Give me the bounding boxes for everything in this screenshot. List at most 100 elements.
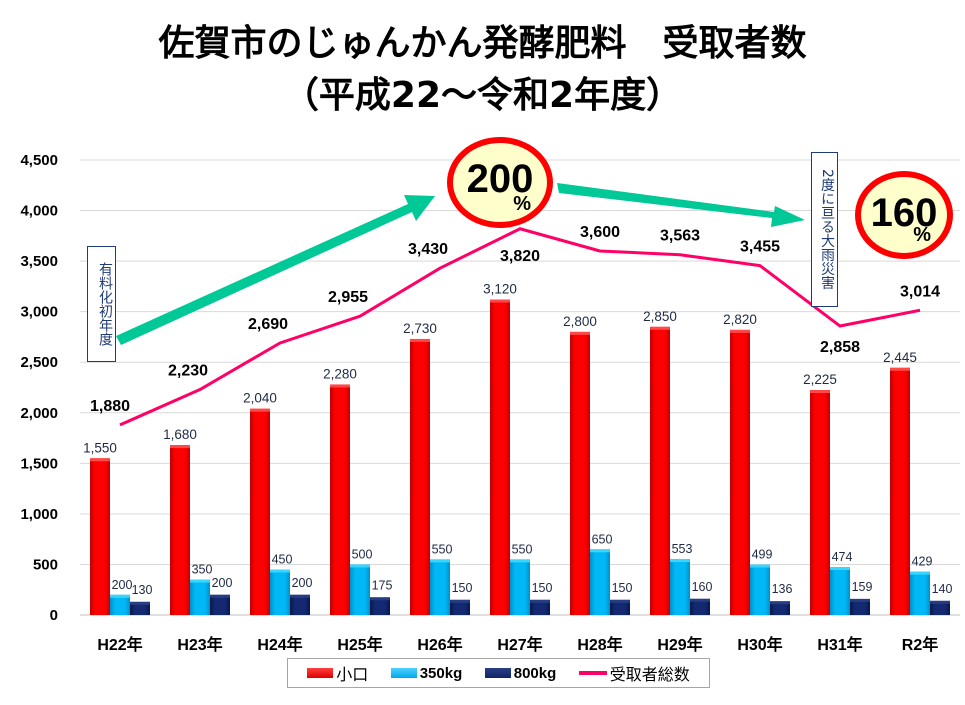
bar-small (170, 445, 190, 615)
x-tick-label: H23年 (177, 635, 222, 654)
bar-value-label: 136 (772, 582, 793, 596)
bar-350kg (750, 564, 770, 615)
bar-small (810, 390, 830, 615)
bar-value-label: 159 (852, 580, 873, 594)
bar-value-label: 474 (832, 550, 853, 564)
bar-350kg (350, 564, 370, 615)
bar-value-label: 150 (532, 581, 553, 595)
total-value-label: 3,455 (740, 239, 780, 256)
legend-item-small: 小口 (307, 661, 368, 685)
bar-800kg-cap (370, 597, 390, 601)
chart-subtitle: （平成22～令和2年度） (282, 75, 683, 116)
bar-800kg-cap (530, 599, 550, 603)
bar-small (490, 299, 510, 615)
bar-350kg (910, 571, 930, 615)
total-value-label: 3,820 (500, 248, 540, 265)
bar-value-label: 200 (212, 576, 233, 590)
bar-350kg-cap (110, 594, 130, 598)
bar-800kg-cap (930, 600, 950, 604)
bar-800kg-cap (450, 599, 470, 603)
bar-value-label: 160 (692, 580, 713, 594)
bar-small-cap (410, 338, 430, 342)
note-first-paid-year: 有料化初年度 (87, 246, 116, 362)
bar-350kg-cap (270, 569, 290, 573)
bar-small-cap (650, 326, 670, 330)
bar-small (330, 384, 350, 615)
total-value-label: 3,563 (660, 228, 700, 245)
bar-value-label: 2,445 (883, 350, 917, 365)
y-tick-label: 3,000 (20, 304, 58, 321)
bar-350kg (190, 579, 210, 615)
legend-item-800kg: 800kg (484, 664, 557, 682)
bar-small (90, 458, 110, 615)
bar-value-label: 429 (912, 555, 933, 569)
legend-swatch-navy-icon (484, 668, 511, 678)
bar-350kg (670, 559, 690, 615)
bar-800kg (130, 601, 150, 615)
trend-arrows (116, 183, 805, 345)
badge-unit: % (513, 193, 531, 215)
bar-small-cap (250, 408, 270, 412)
bar-800kg-cap (850, 598, 870, 602)
badge-unit: % (913, 224, 931, 246)
x-tick-label: H29年 (657, 635, 702, 654)
bar-800kg (290, 594, 310, 615)
bar-small (250, 408, 270, 615)
bar-800kg (210, 594, 230, 615)
bar-350kg-cap (590, 549, 610, 553)
badge-200-percent: 200 % (447, 137, 553, 228)
bar-800kg (370, 597, 390, 615)
bar-small (890, 367, 910, 615)
x-tick-label: H24年 (257, 635, 302, 654)
bar-value-label: 140 (932, 582, 953, 596)
bar-350kg-cap (670, 559, 690, 563)
bar-350kg-cap (830, 567, 850, 571)
legend-label: 800kg (513, 664, 557, 682)
bar-350kg (590, 549, 610, 615)
y-tick-label: 1,500 (20, 455, 58, 472)
bar-800kg (450, 599, 470, 615)
bar-value-label: 2,280 (323, 366, 357, 381)
bar-value-label: 3,120 (483, 282, 517, 297)
x-tick-label: H28年 (577, 635, 622, 654)
bar-value-label: 650 (592, 532, 613, 546)
badge-value: 160 (870, 191, 938, 235)
total-value-label: 3,430 (408, 241, 448, 258)
total-value-label: 2,690 (248, 316, 288, 333)
bar-800kg (770, 601, 790, 615)
bar-small-cap (90, 458, 110, 462)
bar-800kg-cap (210, 594, 230, 598)
bar-800kg-cap (610, 599, 630, 603)
bar-350kg (510, 559, 530, 615)
legend-swatch-cyan-icon (390, 668, 417, 678)
bar-value-label: 499 (752, 548, 773, 562)
bar-800kg-cap (770, 601, 790, 605)
bar-small-cap (810, 390, 830, 394)
bar-350kg (110, 594, 130, 615)
bar-350kg (270, 569, 290, 615)
bar-labels: 1,550 1,680 2,040 2,280 2,730 3,120 2,800 2,850… (83, 282, 952, 597)
bar-value-label: 500 (352, 547, 373, 561)
bar-small-cap (570, 331, 590, 335)
y-tick-label: 0 (50, 607, 58, 624)
bar-value-label: 2,820 (723, 312, 757, 327)
bar-value-label: 2,730 (403, 321, 437, 336)
bar-value-label: 1,550 (83, 440, 117, 455)
x-axis-ticks: H22年 H23年 H24年 H25年 H26年 H27年 H28年 H29年 H30年 H31年… (97, 635, 938, 654)
bar-value-label: 200 (112, 578, 133, 592)
y-tick-label: 500 (33, 556, 58, 573)
bar-value-label: 150 (612, 581, 633, 595)
bar-800kg (610, 599, 630, 615)
bar-800kg (930, 600, 950, 615)
bar-350kg-cap (910, 571, 930, 575)
total-value-label: 2,230 (168, 363, 208, 380)
total-value-label: 1,880 (90, 398, 130, 415)
total-line (119, 227, 921, 427)
bar-value-label: 350 (192, 563, 213, 577)
badge-160-percent: 160 % (855, 171, 953, 259)
bar-800kg (850, 598, 870, 615)
bar-350kg-cap (190, 579, 210, 583)
y-tick-label: 2,000 (20, 405, 58, 422)
legend-item-350kg: 350kg (390, 665, 462, 682)
